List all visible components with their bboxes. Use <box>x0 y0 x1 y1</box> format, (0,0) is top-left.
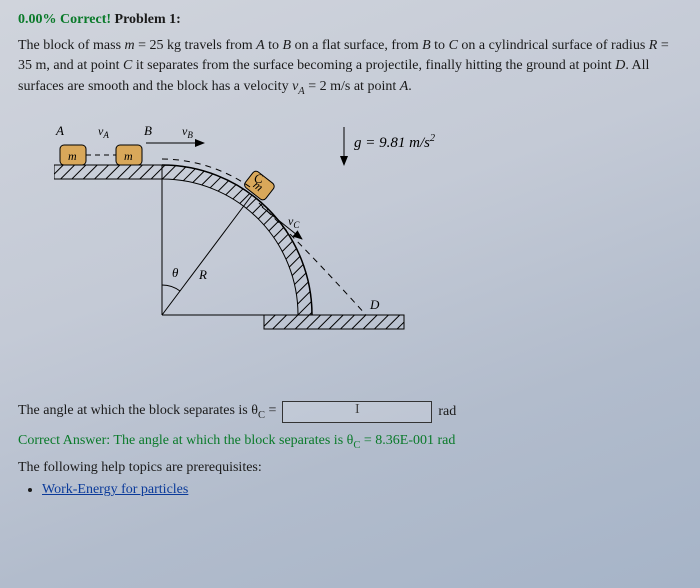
pt-D: D <box>615 58 625 73</box>
flat-surface <box>54 165 162 179</box>
radius-to-C <box>162 195 252 315</box>
txt: = 2 m/s at point <box>305 79 400 94</box>
pt-C: C <box>449 38 458 53</box>
ground-hatch <box>264 315 404 329</box>
answer-unit: rad <box>438 404 456 420</box>
R-label: R <box>198 267 207 282</box>
txt: to <box>265 38 283 53</box>
block-A-m: m <box>68 149 77 163</box>
correct-text1: The angle at which the block separates i… <box>113 433 353 448</box>
correct-text2: = 8.36E-001 rad <box>360 433 455 448</box>
answer-prompt: The angle at which the block separates i… <box>18 403 276 421</box>
label-A: A <box>55 123 64 138</box>
txt: it separates from the surface becoming a… <box>132 58 615 73</box>
correct-label: Correct Answer: <box>18 433 113 448</box>
txt: = 25 kg travels from <box>135 38 256 53</box>
answer-prompt-sub: C <box>258 410 265 421</box>
label-vB: vB <box>182 124 193 140</box>
label-B: B <box>144 123 152 138</box>
arc-hatch <box>162 165 312 315</box>
help-line: The following help topics are prerequisi… <box>18 460 682 476</box>
problem-statement: The block of mass m = 25 kg travels from… <box>18 36 682 99</box>
percent-correct: 0.00% Correct! <box>18 12 111 27</box>
help-list: Work-Energy for particles <box>42 482 682 498</box>
problem-label: Problem 1: <box>115 12 181 27</box>
pt-B2: B <box>422 38 431 53</box>
list-item: Work-Energy for particles <box>42 482 682 498</box>
label-vA: vA <box>98 124 109 140</box>
txt: to <box>431 38 449 53</box>
txt: on a flat surface, from <box>291 38 422 53</box>
pt-C2: C <box>123 58 132 73</box>
var-m: m <box>125 38 135 53</box>
txt: on a cylindrical surface of radius <box>458 38 649 53</box>
block-B-m: m <box>124 149 133 163</box>
answer-input[interactable]: I <box>282 401 432 423</box>
label-C: C <box>254 171 263 186</box>
txt: . <box>408 79 412 94</box>
pt-A: A <box>256 38 265 53</box>
angle-arc <box>162 285 180 291</box>
pt-B: B <box>283 38 292 53</box>
answer-row: The angle at which the block separates i… <box>18 401 682 423</box>
label-vC: vC <box>288 214 300 230</box>
label-D: D <box>369 297 380 312</box>
header-line: 0.00% Correct! Problem 1: <box>18 12 682 28</box>
txt: The block of mass <box>18 38 125 53</box>
answer-prompt-text: The angle at which the block separates i… <box>18 403 258 418</box>
pt-A2: A <box>400 79 409 94</box>
help-link-work-energy[interactable]: Work-Energy for particles <box>42 482 188 497</box>
figure: θ R m m m A vA B vB C vC D g = 9.81 m <box>18 117 682 377</box>
theta-label: θ <box>172 265 179 280</box>
answer-prompt-eq: = <box>265 403 276 418</box>
g-label: g = 9.81 m/s2 <box>354 133 435 151</box>
figure-svg: θ R m m m A vA B vB C vC D g = 9.81 m <box>54 117 494 367</box>
correct-answer: Correct Answer: The angle at which the b… <box>18 433 682 451</box>
